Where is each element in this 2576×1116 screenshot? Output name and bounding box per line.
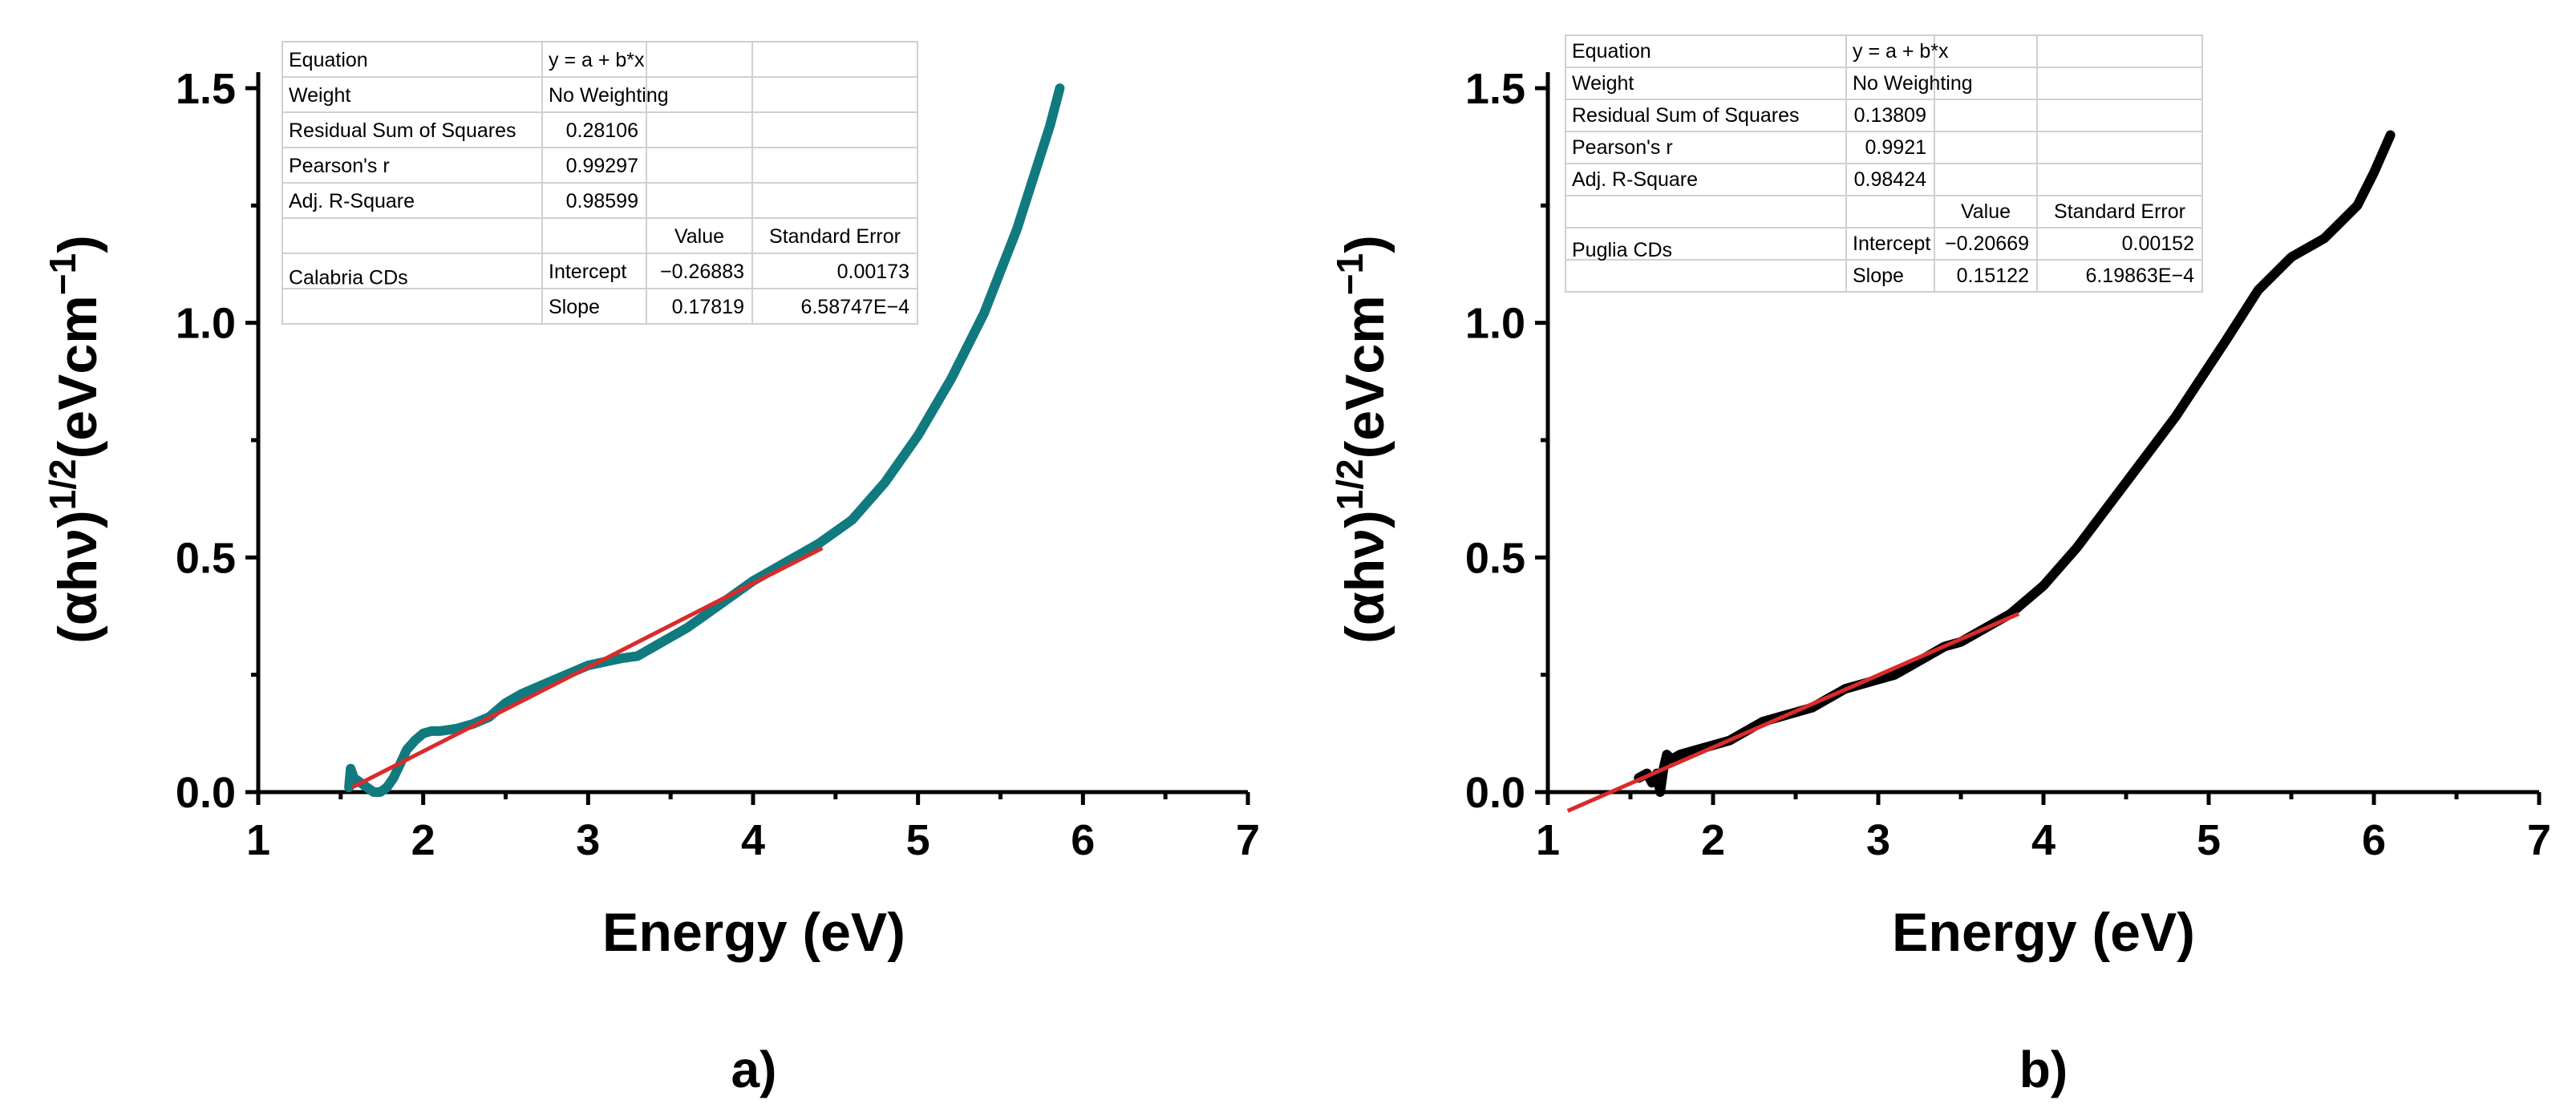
x-tick-label: 2 bbox=[411, 816, 435, 864]
fit-table-cell: 0.9921 bbox=[1865, 136, 1926, 159]
fit-table-cell: 0.98424 bbox=[1854, 168, 1926, 191]
y-axis-label-close: ) bbox=[47, 235, 108, 253]
x-tick-label: 6 bbox=[1071, 816, 1095, 864]
x-tick-label: 1 bbox=[246, 816, 270, 864]
fit-table-cell: Adj. R-Square bbox=[289, 190, 415, 212]
fit-table-cell: 0.99297 bbox=[566, 155, 638, 177]
fit-table-cell: Weight bbox=[289, 84, 350, 107]
x-tick-label: 7 bbox=[2527, 816, 2551, 864]
y-axis-label-exp2: −1 bbox=[1329, 253, 1371, 295]
y-tick-label: 1.0 bbox=[1465, 300, 1525, 348]
fit-table-cell: y = a + b*x bbox=[549, 49, 645, 71]
fit-table-cell: No Weighting bbox=[549, 84, 669, 107]
x-tick-label: 3 bbox=[576, 816, 600, 864]
fit-table-cell: 0.28106 bbox=[566, 119, 638, 142]
y-axis-label-close: ) bbox=[1335, 235, 1395, 253]
chart-panel-2: 1 2 3 4 5 6 7 0.0 0.5 1.0 1.5 Equation y = a + b*x We… bbox=[1329, 34, 2551, 1098]
series-line-1 bbox=[344, 83, 1065, 797]
fit-table-cell: −0.20669 bbox=[1945, 232, 2029, 255]
x-axis-label: Energy (eV) bbox=[602, 902, 905, 963]
y-axis-label-exp1: 1/2 bbox=[42, 459, 83, 510]
fit-table-cell: Value bbox=[1961, 200, 2011, 223]
fit-table: Equation y = a + b*x Weight No Weighting Res… bbox=[281, 41, 918, 325]
fit-table-cell: Residual Sum of Squares bbox=[1572, 104, 1799, 127]
fit-table-cell: 6.19863E−4 bbox=[2085, 265, 2194, 287]
fit-table-cell: Adj. R-Square bbox=[1572, 168, 1698, 191]
x-tick-label: 5 bbox=[906, 816, 930, 864]
y-tick-label: 0.5 bbox=[1465, 534, 1525, 582]
fit-table-cell: Residual Sum of Squares bbox=[289, 119, 516, 142]
chart-panel-1: 1 2 3 4 5 6 7 0.0 0.5 1.0 1.5 Equation y = a + b*x We… bbox=[42, 41, 1260, 1098]
y-tick-label: 0.5 bbox=[176, 534, 236, 582]
y-axis-label: (αhν)1/2(eVcm−1) bbox=[1329, 235, 1395, 644]
fit-table-cell: Standard Error bbox=[2054, 200, 2185, 223]
fit-table-cell: Puglia CDs bbox=[1572, 239, 1672, 261]
fit-line bbox=[351, 546, 824, 790]
panel-label: a) bbox=[731, 1041, 777, 1098]
fit-table-cell: Calabria CDs bbox=[289, 267, 408, 289]
x-tick-label: 4 bbox=[741, 816, 765, 864]
fit-table-cell: Equation bbox=[1572, 40, 1651, 63]
fit-table-cell: Value bbox=[674, 225, 724, 248]
fit-table-cell: Slope bbox=[549, 296, 600, 318]
y-axis-label: (αhν)1/2(eVcm−1) bbox=[42, 235, 108, 644]
fit-table-cell: Intercept bbox=[549, 261, 626, 283]
fit-table-cell: Weight bbox=[1572, 72, 1634, 95]
x-tick-label: 3 bbox=[1866, 816, 1890, 864]
fit-table-cell: 0.13809 bbox=[1854, 104, 1926, 127]
fit-table-cell: No Weighting bbox=[1853, 72, 1973, 95]
x-tick-label: 7 bbox=[1236, 816, 1260, 864]
fit-table-cell: 0.15122 bbox=[1957, 265, 2029, 287]
y-axis-label-exp2: −1 bbox=[42, 253, 83, 295]
y-tick-label: 1.5 bbox=[176, 65, 236, 113]
fit-table: Equation y = a + b*x Weight No Weighting Res… bbox=[1565, 34, 2203, 293]
fit-table-cell: Standard Error bbox=[769, 225, 901, 248]
x-tick-label: 6 bbox=[2362, 816, 2386, 864]
fit-table-cell: Intercept bbox=[1853, 232, 1930, 255]
fit-table-cell: 0.17819 bbox=[672, 296, 744, 318]
x-tick-label: 1 bbox=[1536, 816, 1560, 864]
x-axis-label: Energy (eV) bbox=[1892, 902, 2195, 963]
fit-table-cell: y = a + b*x bbox=[1853, 40, 1949, 63]
fit-table-cell: Equation bbox=[289, 49, 368, 71]
y-tick-label: 0.0 bbox=[1465, 769, 1525, 817]
fit-table-cell: Pearson's r bbox=[1572, 136, 1673, 159]
y-axis-label-unit: (eVcm bbox=[1335, 295, 1395, 459]
fit-table-cell: Slope bbox=[1853, 265, 1904, 287]
y-axis-label-exp1: 1/2 bbox=[1329, 459, 1371, 510]
y-tick-label: 1.5 bbox=[1465, 65, 1525, 113]
panel-label: b) bbox=[2019, 1041, 2068, 1098]
y-axis-label-base: (αhν) bbox=[47, 510, 108, 643]
x-tick-label: 5 bbox=[2197, 816, 2221, 864]
y-axis-label-unit: (eVcm bbox=[47, 295, 108, 459]
x-tick-label: 2 bbox=[1701, 816, 1725, 864]
y-tick-label: 0.0 bbox=[176, 769, 236, 817]
fit-table-cell: −0.26883 bbox=[660, 261, 744, 283]
fit-table-cell: Pearson's r bbox=[289, 155, 390, 177]
fit-table-cell: 0.98599 bbox=[566, 190, 638, 212]
y-axis-label-base: (αhν) bbox=[1335, 510, 1395, 643]
x-tick-label: 4 bbox=[2031, 816, 2056, 864]
fit-table-cell: 0.00173 bbox=[837, 261, 909, 283]
fit-table-cell: 6.58747E−4 bbox=[800, 296, 909, 318]
fit-line bbox=[1566, 612, 2020, 813]
fit-table-cell: 0.00152 bbox=[2122, 232, 2194, 255]
y-tick-label: 1.0 bbox=[176, 300, 236, 348]
